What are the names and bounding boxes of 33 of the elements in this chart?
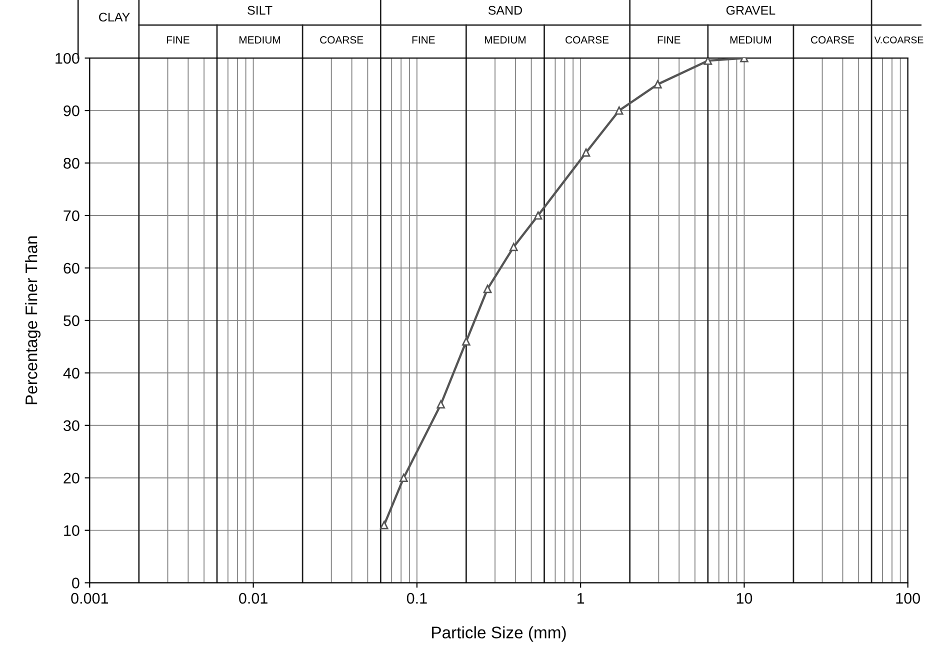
text: SILT (248, 6, 272, 15)
text: MEDIUM (240, 36, 280, 44)
text: COARSE (320, 36, 364, 44)
text: MEDIUM (484, 36, 526, 44)
y-tick-label: 70 (64, 210, 80, 222)
x-tick-label: 100 (896, 592, 920, 604)
y-tick-label: 90 (64, 105, 80, 116)
y-tick-label: 10 (64, 525, 80, 536)
y-tick-label: 0 (72, 578, 80, 588)
text: COARSE (811, 36, 854, 44)
text: FINE (412, 36, 435, 44)
text: COARSE (566, 36, 609, 44)
text: V.COARSE (874, 36, 924, 44)
text: FINE (166, 36, 190, 44)
x-tick-label: 10 (736, 592, 752, 604)
y-tick-label: 60 (64, 262, 80, 274)
text: SAND (488, 6, 522, 15)
text: MEDIUM (730, 36, 771, 44)
y-axis-title: Percentage Finer Than (25, 236, 41, 404)
x-tick-label: 1 (577, 593, 584, 604)
x-tick-label: 0.001 (71, 592, 108, 604)
y-tick-label: 40 (63, 368, 80, 379)
x-tick-label: 0.1 (406, 592, 427, 604)
text: GRAVEL (726, 6, 776, 15)
y-tick-label: 100 (56, 52, 80, 64)
y-tick-label: 80 (64, 158, 80, 169)
text: CLAY (99, 12, 130, 22)
y-tick-label: 30 (64, 420, 80, 432)
text: FINE (658, 36, 680, 44)
y-tick-label: 50 (64, 315, 80, 326)
y-tick-label: 20 (64, 472, 80, 484)
x-tick-label: 0.01 (239, 592, 268, 604)
x-axis-title: Particle Size (mm) (432, 626, 566, 642)
